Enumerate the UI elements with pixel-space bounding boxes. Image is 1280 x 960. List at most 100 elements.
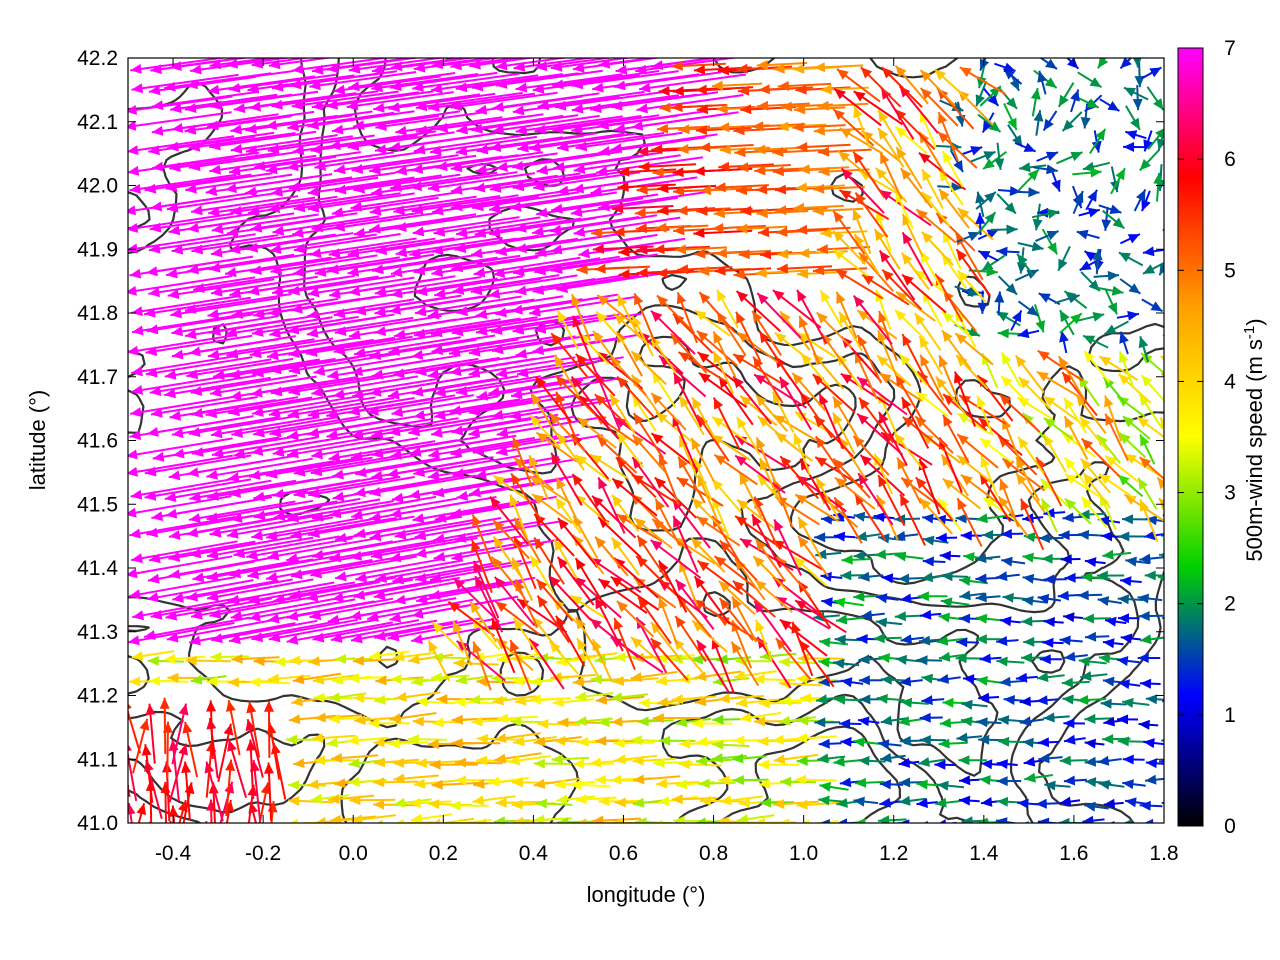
wind-vector-head — [368, 718, 380, 729]
wind-vector-head — [672, 167, 684, 178]
wind-vector-head — [571, 294, 581, 307]
wind-vector-shaft — [267, 134, 375, 152]
wind-vector-head — [329, 552, 342, 563]
wind-vector-head — [715, 248, 728, 259]
wind-vector-head — [128, 285, 137, 296]
wind-vector-head — [1122, 514, 1133, 525]
wind-vector-head — [999, 394, 1012, 406]
wind-vector-head — [145, 703, 156, 716]
wind-vector-head — [1138, 336, 1149, 349]
wind-vector-shaft — [374, 314, 482, 334]
y-tick-label: 41.8 — [77, 302, 118, 325]
wind-vector-head — [1036, 371, 1049, 382]
wind-vector-head — [736, 223, 748, 234]
wind-vector-shaft — [394, 581, 501, 603]
wind-vector-head — [1163, 334, 1164, 342]
wind-vector-head — [129, 183, 141, 194]
wind-vector-head — [698, 266, 710, 276]
wind-vector-head — [249, 101, 261, 112]
wind-vector-head — [554, 100, 567, 111]
wind-vector-head — [698, 778, 710, 789]
wind-vector-head — [468, 427, 481, 438]
wind-vector-head — [976, 717, 988, 728]
wind-vector-shaft — [395, 116, 503, 134]
wind-vector-head — [970, 146, 983, 156]
wind-vector-head — [348, 63, 361, 74]
wind-vector-head — [311, 100, 324, 111]
wind-vector-head — [1160, 533, 1164, 537]
wind-vector-head — [1041, 553, 1053, 564]
wind-vector-shaft — [248, 581, 356, 603]
wind-vector-head — [312, 64, 324, 75]
wind-vector-head — [166, 202, 179, 213]
wind-vector-head — [1080, 458, 1092, 471]
wind-vector-head — [655, 412, 668, 424]
wind-vector-head — [575, 558, 586, 571]
wind-vector-head — [693, 64, 706, 75]
wind-vector-head — [449, 800, 461, 811]
wind-vector-shaft — [265, 518, 373, 539]
wind-vector-head — [939, 819, 946, 823]
wind-vector-head — [1144, 530, 1156, 541]
wind-vector-shaft — [431, 195, 540, 214]
wind-vector-head — [1070, 151, 1083, 162]
wind-vector-head — [754, 817, 766, 823]
wind-vector-head — [860, 67, 873, 79]
wind-vector-head — [860, 455, 872, 467]
wind-vector-head — [371, 448, 384, 459]
wind-vector-head — [917, 371, 929, 383]
wind-vector-head — [894, 531, 906, 541]
wind-vector-head — [1124, 87, 1136, 97]
wind-vector-head — [450, 162, 463, 173]
wind-vector-head — [691, 438, 701, 450]
wind-vector-shaft — [651, 58, 723, 68]
wind-vector-head — [979, 58, 990, 71]
wind-vector-head — [652, 167, 664, 178]
wind-vector-head — [673, 372, 684, 385]
wind-vector-head — [1084, 777, 1097, 788]
wind-vector-head — [431, 267, 444, 277]
wind-vector-head — [772, 147, 784, 157]
wind-vector-head — [571, 103, 584, 114]
wind-vector-head — [833, 230, 845, 242]
wind-vector-head — [778, 818, 790, 823]
wind-vector-head — [571, 376, 583, 389]
wind-vector-shaft — [148, 540, 256, 562]
wind-vector-head — [456, 490, 469, 501]
wind-vector-head — [469, 487, 481, 498]
colorbar-tick-label: 4 — [1224, 370, 1236, 393]
wind-vector-shaft — [373, 93, 481, 111]
wind-vector-head — [792, 122, 804, 133]
wind-vector-head — [512, 105, 525, 116]
wind-vector-head — [287, 408, 300, 419]
wind-vector-head — [980, 797, 993, 807]
wind-vector-head — [1163, 681, 1164, 682]
colorbar-gradient — [1177, 47, 1204, 827]
wind-vector-head — [1153, 172, 1164, 185]
wind-vector-shaft — [246, 537, 353, 558]
wind-vector-head — [529, 306, 541, 317]
wind-vector-head — [733, 376, 744, 389]
wind-vector-head — [434, 512, 447, 523]
wind-vector-head — [454, 243, 467, 253]
wind-vector-head — [675, 579, 687, 592]
wind-vector-head — [530, 555, 541, 568]
wind-vector-head — [841, 168, 853, 180]
wind-vector-head — [598, 201, 610, 212]
wind-vector-head — [919, 712, 931, 723]
wind-vector-head — [395, 692, 407, 702]
wind-vector-head — [1058, 258, 1068, 271]
wind-vector-head — [590, 103, 602, 113]
wind-vector-head — [449, 366, 462, 377]
wind-vector-shaft — [131, 540, 238, 562]
wind-vector-shaft — [1017, 825, 1042, 829]
wind-vector-head — [449, 405, 462, 416]
wind-vector-head — [1046, 164, 1058, 175]
wind-vector-head — [1064, 457, 1076, 470]
wind-vector-head — [956, 732, 968, 743]
wind-vector-head — [230, 390, 242, 401]
wind-vector-head — [797, 715, 809, 726]
wind-vector-head — [512, 816, 524, 823]
wind-vector-shaft — [334, 174, 442, 193]
wind-vector-shaft — [190, 374, 298, 394]
